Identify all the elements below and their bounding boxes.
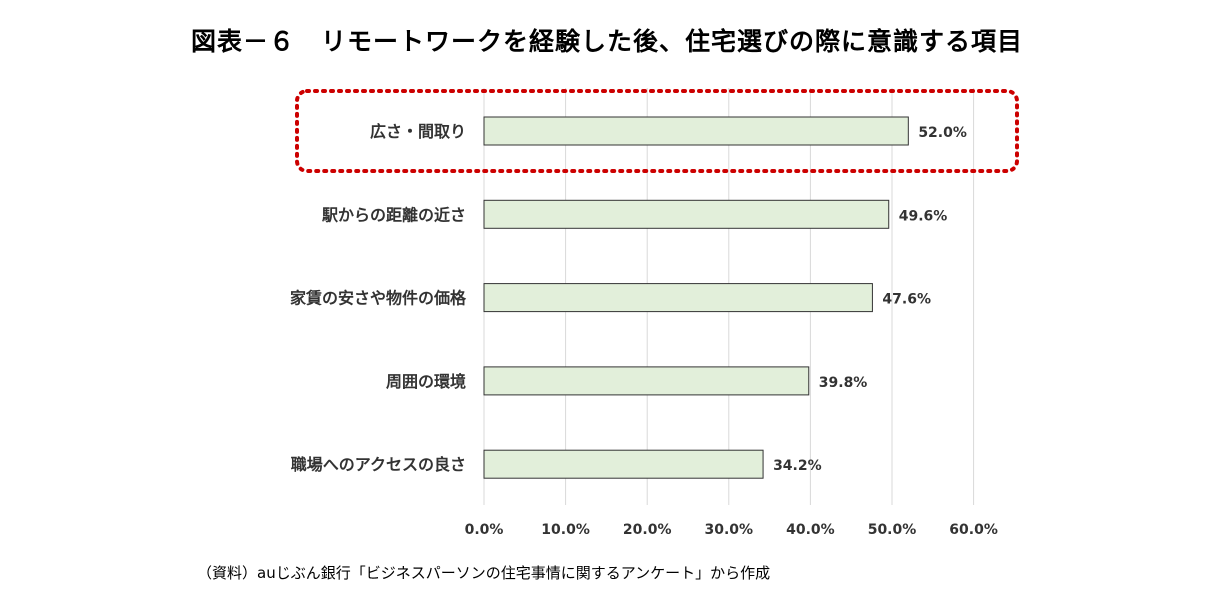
source-note: （資料）auじぶん銀行「ビジネスパーソンの住宅事情に関するアンケート」から作成 — [197, 564, 771, 582]
x-tick-label: 0.0% — [465, 522, 504, 538]
x-tick-label: 40.0% — [786, 522, 835, 538]
bar — [483, 199, 890, 229]
bar — [483, 449, 764, 479]
value-label: 47.6% — [882, 292, 931, 308]
category-label: 家賃の安さや物件の価格 — [290, 289, 467, 308]
category-label: 広さ・間取り — [370, 122, 466, 141]
value-label: 39.8% — [819, 375, 868, 391]
value-label: 34.2% — [773, 458, 822, 474]
x-tick-label: 50.0% — [868, 522, 917, 538]
x-tick-label: 30.0% — [705, 522, 754, 538]
x-tick-label: 20.0% — [623, 522, 672, 538]
bar — [483, 283, 873, 313]
x-tick-label: 60.0% — [949, 522, 998, 538]
value-label: 49.6% — [899, 208, 948, 224]
value-label: 52.0% — [918, 125, 967, 141]
highlight-box — [295, 89, 1019, 173]
category-label: 職場へのアクセスの良さ — [291, 455, 466, 474]
bar — [483, 366, 810, 396]
bar — [483, 116, 909, 146]
chart-title: 図表－６ リモートワークを経験した後、住宅選びの際に意識する項目 — [190, 27, 1023, 56]
category-label: 駅からの距離の近さ — [321, 205, 466, 224]
x-tick-label: 10.0% — [541, 522, 590, 538]
category-label: 周囲の環境 — [386, 372, 466, 391]
